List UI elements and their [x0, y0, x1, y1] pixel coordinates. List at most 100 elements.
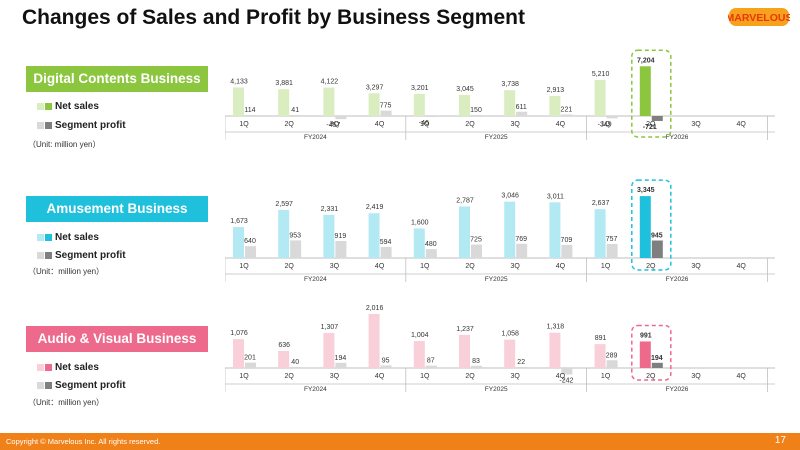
- net-sales-bar: [639, 341, 651, 368]
- segment-profit-bar: [561, 368, 573, 375]
- chart-digital-contents: 4,1331141Q3,881412Q4,122-4573Q3,2977754Q…: [225, 49, 775, 141]
- segment-profit-label: 95: [382, 357, 390, 364]
- fiscal-year-label: FY2025: [485, 386, 508, 393]
- segment-profit-label: 757: [606, 236, 618, 243]
- category-tick-label: 2Q: [465, 373, 475, 380]
- net-sales-label: 1,058: [501, 331, 519, 338]
- net-sales-label: 2,637: [592, 200, 610, 207]
- segment-profit-label: 41: [291, 107, 299, 114]
- legend-net-sales: Net sales: [37, 362, 99, 373]
- net-sales-bar: [323, 87, 335, 116]
- segment-profit-label: 919: [335, 233, 347, 240]
- segment-label-amusement: Amusement Business: [26, 196, 208, 222]
- category-tick-label: 3Q: [511, 263, 521, 270]
- legend-swatch-light: [37, 364, 44, 371]
- category-tick-label: 3Q: [330, 263, 340, 270]
- segment-label-audio-visual: Audio & Visual Business: [26, 326, 208, 352]
- segment-profit-label: 87: [427, 358, 435, 365]
- net-sales-label: 2,331: [321, 206, 339, 213]
- segment-profit-label: 725: [470, 237, 482, 244]
- net-sales-bar: [233, 227, 244, 258]
- segment-profit-bar: [380, 247, 392, 258]
- segment-profit-label: 150: [470, 107, 482, 114]
- segment-profit-bar: [425, 249, 437, 258]
- segment-profit-label: 289: [606, 352, 618, 359]
- net-sales-bar: [368, 213, 380, 258]
- category-tick-label: 3Q: [691, 121, 701, 128]
- net-sales-bar: [368, 93, 380, 116]
- segment-profit-bar: [290, 115, 302, 116]
- unit-note: （Unit: million yen）: [28, 140, 101, 149]
- segment-profit-bar: [471, 114, 482, 116]
- segment-profit-label: 775: [380, 103, 392, 110]
- net-sales-label: 7,204: [637, 57, 655, 64]
- unit-note: （Unit：million yen）: [28, 267, 105, 276]
- chart-amusement: 1,673 640 1Q 2,597 953 2Q 2,331 919 3Q 2,419 594 4Q…: [225, 179, 775, 283]
- category-tick-label: 2Q: [646, 263, 656, 270]
- net-sales-bar: [459, 206, 470, 258]
- highlight-box: [631, 49, 672, 138]
- legend-swatch-light: [37, 382, 44, 389]
- legend-swatch-main: [45, 234, 52, 241]
- legend-label: Net sales: [55, 362, 99, 373]
- category-tick-label: 4Q: [556, 121, 566, 128]
- segment-profit-label: 945: [651, 233, 663, 240]
- net-sales-label: 1,318: [547, 324, 565, 331]
- fiscal-year-label: FY2024: [304, 134, 327, 141]
- legend-label: Net sales: [55, 232, 99, 243]
- net-sales-label: 3,201: [411, 85, 429, 92]
- category-tick-label: 3Q: [330, 121, 340, 128]
- logo-backdrop: [729, 8, 789, 26]
- segment-profit-bar: [245, 362, 256, 368]
- net-sales-label: 2,016: [366, 305, 384, 312]
- footer-bar: Copyright © Marvelous Inc. All rights re…: [0, 433, 800, 450]
- legend-net-sales: Net sales: [37, 101, 99, 112]
- net-sales-label: 2,787: [456, 197, 474, 204]
- category-tick-label: 4Q: [737, 373, 747, 380]
- segment-profit-label: 953: [289, 232, 301, 239]
- fiscal-year-label: FY2026: [666, 134, 689, 141]
- segment-profit-label: 221: [561, 106, 573, 113]
- category-tick-label: 3Q: [691, 263, 701, 270]
- category-tick-label: 1Q: [601, 373, 611, 380]
- legend-segment-profit: Segment profit: [37, 250, 126, 261]
- category-tick-label: 2Q: [465, 121, 475, 128]
- legend-segment-profit: Segment profit: [37, 120, 126, 131]
- net-sales-bar: [594, 80, 606, 116]
- net-sales-bar: [459, 334, 470, 368]
- segment-profit-label: 40: [291, 359, 299, 366]
- net-sales-bar: [504, 339, 516, 368]
- segment-profit-label: -457: [326, 122, 340, 129]
- net-sales-bar: [278, 89, 290, 116]
- category-tick-label: 2Q: [285, 121, 295, 128]
- category-tick-label: 1Q: [601, 263, 611, 270]
- fiscal-year-label: FY2025: [485, 134, 508, 141]
- net-sales-label: 3,045: [456, 86, 474, 93]
- legend-label: Segment profit: [55, 120, 126, 131]
- net-sales-bar: [594, 344, 606, 368]
- legend-label: Net sales: [55, 101, 99, 112]
- segment-profit-bar: [245, 115, 256, 116]
- segment-profit-bar: [516, 367, 528, 368]
- segment-profit-label: -46: [419, 120, 429, 127]
- segment-profit-label: 83: [472, 358, 480, 365]
- net-sales-label: 636: [278, 342, 290, 349]
- category-tick-label: 4Q: [737, 263, 747, 270]
- segment-profit-bar: [516, 243, 528, 258]
- legend-swatch-light: [37, 252, 44, 259]
- net-sales-bar: [594, 209, 606, 258]
- segment-profit-bar: [606, 116, 618, 119]
- legend-swatch-light: [37, 122, 44, 129]
- chart-audio-visual: 1,076 201 1Q 636 40 2Q 1,307 194 3Q 2,016 95 4Q 1,00…: [225, 305, 775, 393]
- category-tick-label: 4Q: [556, 263, 566, 270]
- category-tick-label: 1Q: [420, 263, 430, 270]
- segment-label-digital: Digital Contents Business: [26, 66, 208, 92]
- segment-profit-bar: [651, 240, 663, 258]
- segment-profit-bar: [651, 362, 663, 368]
- category-tick-label: 1Q: [601, 121, 611, 128]
- category-tick-label: 1Q: [239, 373, 249, 380]
- segment-profit-bar: [471, 244, 482, 258]
- category-tick-label: 4Q: [375, 121, 385, 128]
- net-sales-label: 1,237: [456, 326, 474, 333]
- segment-profit-bar: [651, 116, 663, 121]
